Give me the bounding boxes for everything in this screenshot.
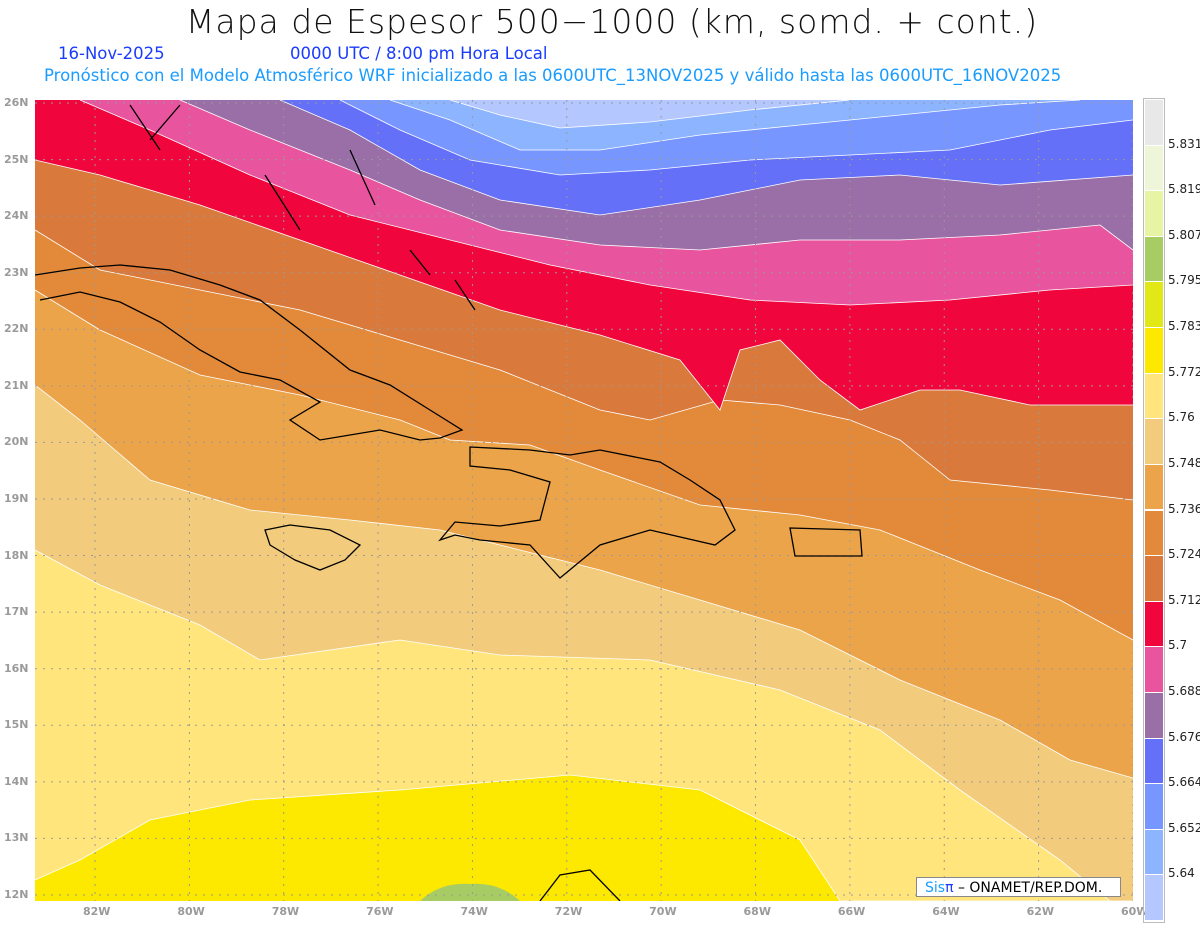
colorbar-swatch <box>1145 282 1163 328</box>
colorbar-swatch <box>1145 191 1163 236</box>
contour-line <box>389 100 1081 151</box>
model-init-text: Pronóstico con el Modelo Atmosférico WRF… <box>44 66 1062 85</box>
coast-jamaica <box>264 524 362 571</box>
colorbar-label: 5.676 <box>1168 729 1200 744</box>
credit-pi: π <box>945 880 954 896</box>
colorbar-label: 5.7 <box>1168 638 1188 653</box>
colorbar-label: 5.664 <box>1168 775 1200 790</box>
lat-label: 20N <box>4 435 29 449</box>
lon-label: 68W <box>743 905 771 918</box>
lon-label: 64W <box>932 905 960 918</box>
colorbar-label: 5.688 <box>1168 683 1200 698</box>
credit-box: Sisπ – ONAMET/REP.DOM. <box>916 877 1121 897</box>
contour-line <box>35 774 1133 901</box>
lat-label: 18N <box>4 548 29 562</box>
thickness-map <box>35 100 1133 901</box>
lat-label: 15N <box>4 718 29 732</box>
lon-label: 66W <box>837 905 866 918</box>
credit-text: – ONAMET/REP.DOM. <box>953 880 1103 896</box>
contour-line <box>35 289 1133 641</box>
colorbar-swatch <box>1145 556 1163 601</box>
contour-line <box>35 229 1133 501</box>
coast-cuba <box>35 264 464 441</box>
contour-line <box>35 549 1133 901</box>
colorbar-label: 5.652 <box>1168 820 1200 835</box>
lon-label: 76W <box>366 905 394 918</box>
lon-label: 74W <box>460 905 488 918</box>
lat-label: 24N <box>4 209 29 223</box>
colorbar-swatch <box>1145 373 1163 419</box>
lat-label: 26N <box>4 96 29 109</box>
credit-brand: Sis <box>925 880 946 896</box>
forecast-date: 16-Nov-2025 <box>58 44 165 63</box>
colorbar-label: 5.64 <box>1168 866 1195 881</box>
lat-label: 22N <box>4 322 29 336</box>
contour-line <box>339 100 1133 176</box>
contour-line <box>35 384 1133 779</box>
lat-label: 21N <box>4 378 29 392</box>
colorbar-label: 5.712 <box>1168 592 1200 607</box>
band-5.795 <box>420 883 520 901</box>
forecast-time: 0000 UTC / 8:00 pm Hora Local <box>290 44 548 63</box>
coastlines <box>35 104 863 901</box>
lat-label: 14N <box>4 774 29 788</box>
lon-label: 82W <box>83 905 111 918</box>
lat-label: 13N <box>4 831 29 845</box>
colorbar-label: 5.724 <box>1168 547 1200 562</box>
colorbar-swatch <box>1145 829 1163 875</box>
lon-label: 62W <box>1026 905 1055 918</box>
lon-label: 78W <box>271 905 300 918</box>
colorbar-swatch <box>1145 647 1163 692</box>
colorbar-swatch <box>1145 875 1163 920</box>
colorbar-swatch <box>1145 236 1163 282</box>
colorbar-swatch <box>1145 419 1163 464</box>
lon-label: 72W <box>554 905 583 918</box>
contour-line <box>449 100 851 129</box>
lat-label: 16N <box>4 661 29 675</box>
colorbar-swatch <box>1145 738 1163 784</box>
colorbar-label: 5.819 <box>1168 182 1200 197</box>
lon-label: 80W <box>177 905 205 918</box>
colorbar <box>1143 98 1165 923</box>
contour-line <box>35 159 1133 411</box>
coast-venezuela <box>539 869 621 901</box>
colorbar-swatch <box>1145 601 1163 647</box>
colorbar-swatch <box>1145 692 1163 738</box>
lat-label: 25N <box>4 152 29 166</box>
colorbar-swatch <box>1145 145 1163 191</box>
colorbar-swatch <box>1145 464 1163 510</box>
band-5.64 <box>35 100 1133 128</box>
colorbar-label: 5.795 <box>1168 273 1200 288</box>
lon-label: 70W <box>649 905 677 918</box>
lat-label: 19N <box>4 491 29 505</box>
map-title: Mapa de Espesor 500−1000 (km, somd. + co… <box>185 2 1039 41</box>
contour-line <box>179 100 1133 251</box>
contour-line <box>79 100 1133 306</box>
coast-puerto-rico <box>789 527 863 557</box>
lat-label: 12N <box>4 887 29 901</box>
coast-hispaniola <box>438 446 736 579</box>
colorbar-label: 5.783 <box>1168 319 1200 334</box>
colorbar-swatch <box>1145 328 1163 373</box>
colorbar-swatch <box>1145 510 1163 556</box>
colorbar-label: 5.807 <box>1168 227 1200 242</box>
lat-label: 17N <box>4 605 29 619</box>
coast-bahamas <box>129 104 476 311</box>
contour-line <box>279 100 1133 216</box>
colorbar-label: 5.772 <box>1168 364 1200 379</box>
colorbar-swatch <box>1145 100 1163 145</box>
colorbar-label: 5.831 <box>1168 136 1200 151</box>
colorbar-label: 5.748 <box>1168 455 1200 470</box>
colorbar-swatch <box>1145 784 1163 829</box>
lon-label: 60W <box>1120 905 1149 918</box>
lat-label: 23N <box>4 265 29 279</box>
colorbar-label: 5.76 <box>1168 410 1195 425</box>
colorbar-label: 5.736 <box>1168 501 1200 516</box>
